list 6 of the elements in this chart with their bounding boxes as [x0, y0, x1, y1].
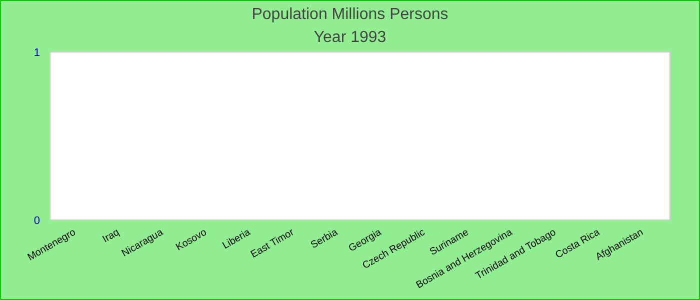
x-tick-label: East Timor — [249, 226, 297, 260]
chart-title: Population Millions Persons — [252, 6, 448, 23]
chart-subtitle: Year 1993 — [314, 29, 386, 46]
y-tick-label: 0 — [34, 215, 40, 227]
x-tick-label: Iraq — [100, 227, 122, 246]
y-tick-label: 1 — [34, 47, 40, 59]
